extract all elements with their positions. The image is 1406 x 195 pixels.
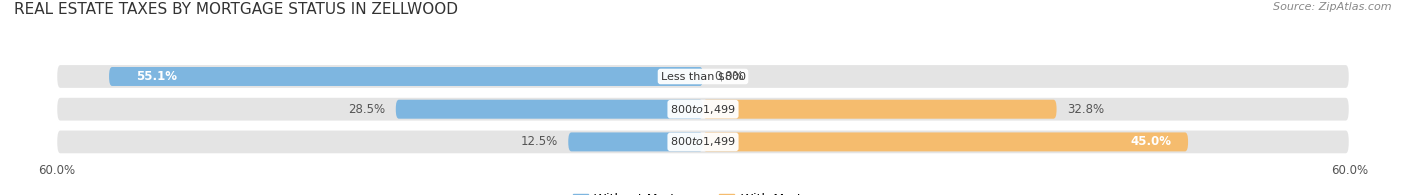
FancyBboxPatch shape — [56, 129, 1350, 154]
FancyBboxPatch shape — [56, 97, 1350, 122]
Text: 55.1%: 55.1% — [136, 70, 177, 83]
Text: $800 to $1,499: $800 to $1,499 — [671, 135, 735, 148]
Text: Less than $800: Less than $800 — [661, 72, 745, 82]
Text: 12.5%: 12.5% — [520, 135, 558, 148]
Text: 32.8%: 32.8% — [1067, 103, 1105, 116]
Text: 45.0%: 45.0% — [1130, 135, 1173, 148]
Text: Source: ZipAtlas.com: Source: ZipAtlas.com — [1274, 2, 1392, 12]
Text: 28.5%: 28.5% — [347, 103, 385, 116]
FancyBboxPatch shape — [703, 132, 1188, 151]
FancyBboxPatch shape — [568, 132, 703, 151]
Text: 0.0%: 0.0% — [714, 70, 744, 83]
FancyBboxPatch shape — [703, 100, 1056, 119]
FancyBboxPatch shape — [56, 64, 1350, 89]
FancyBboxPatch shape — [396, 100, 703, 119]
Text: REAL ESTATE TAXES BY MORTGAGE STATUS IN ZELLWOOD: REAL ESTATE TAXES BY MORTGAGE STATUS IN … — [14, 2, 458, 17]
Legend: Without Mortgage, With Mortgage: Without Mortgage, With Mortgage — [568, 188, 838, 195]
Text: $800 to $1,499: $800 to $1,499 — [671, 103, 735, 116]
FancyBboxPatch shape — [110, 67, 703, 86]
